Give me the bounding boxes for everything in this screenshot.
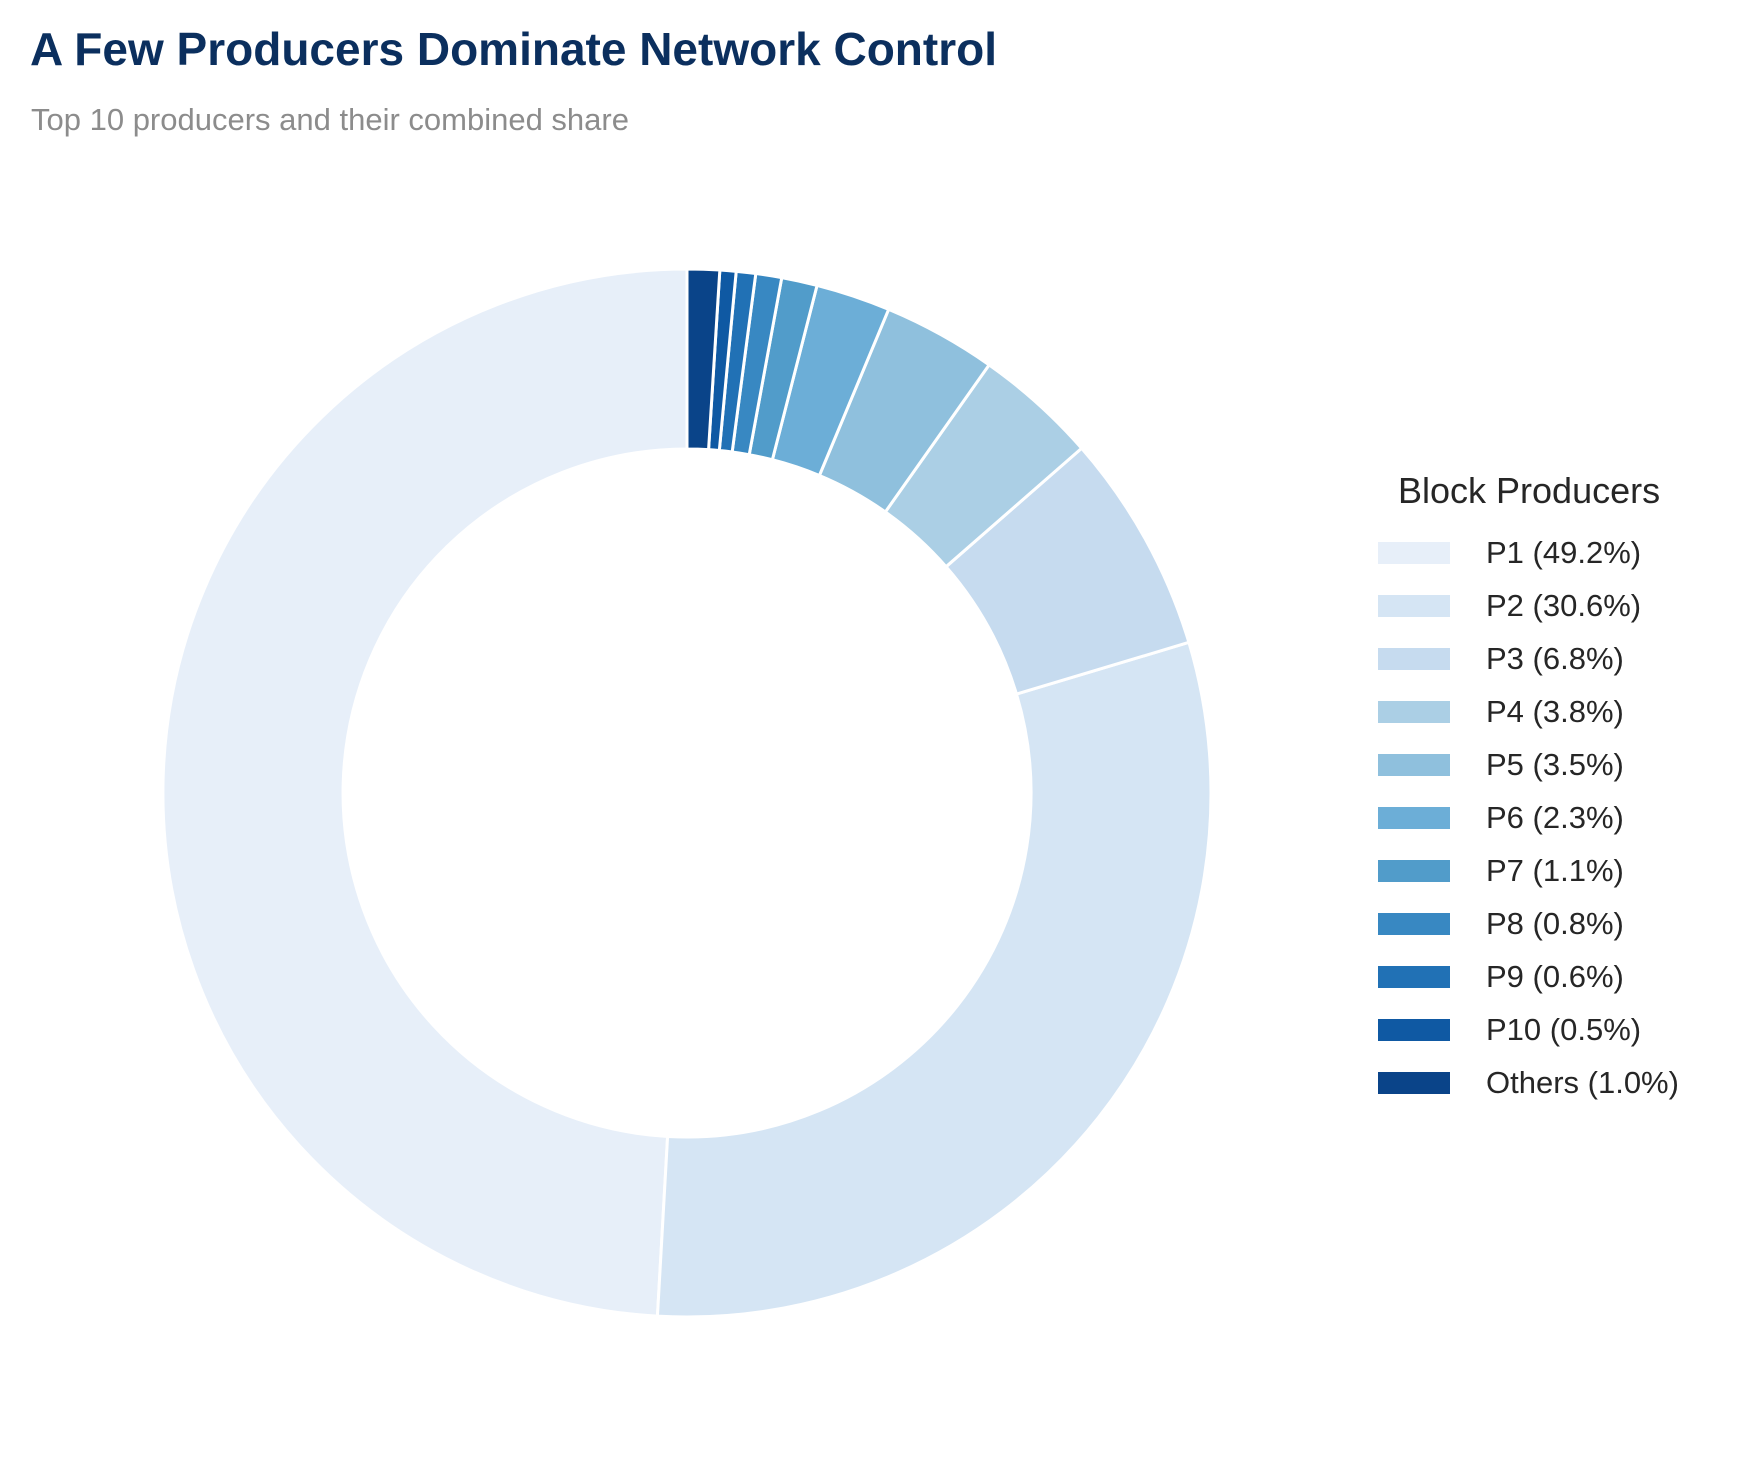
legend-swatch bbox=[1378, 806, 1450, 829]
donut-slice-others bbox=[685, 267, 722, 452]
legend-label: P8 (0.8%) bbox=[1486, 905, 1624, 941]
legend-swatch bbox=[1378, 647, 1450, 670]
legend-item: P6 (2.3%) bbox=[1378, 791, 1748, 844]
legend-item: P1 (49.2%) bbox=[1378, 526, 1748, 579]
legend-swatch bbox=[1378, 912, 1450, 935]
donut-slice-p2 bbox=[655, 640, 1213, 1319]
legend-label: P7 (1.1%) bbox=[1486, 852, 1624, 888]
chart-title: A Few Producers Dominate Network Control bbox=[30, 23, 997, 75]
legend-swatch bbox=[1378, 1018, 1450, 1041]
donut-slice-p1 bbox=[161, 267, 689, 1318]
legend: Block Producers P1 (49.2%) P2 (30.6%) P3 (… bbox=[1378, 470, 1748, 1109]
legend-swatch bbox=[1378, 859, 1450, 882]
legend-item: P3 (6.8%) bbox=[1378, 632, 1748, 685]
legend-swatch bbox=[1378, 594, 1450, 617]
legend-label: P2 (30.6%) bbox=[1486, 587, 1642, 623]
legend-items: P1 (49.2%) P2 (30.6%) P3 (6.8%) P4 (3.8%) P5… bbox=[1378, 526, 1748, 1109]
legend-swatch bbox=[1378, 965, 1450, 988]
legend-label: P4 (3.8%) bbox=[1486, 693, 1624, 729]
chart-subtitle: Top 10 producers and their combined shar… bbox=[31, 102, 629, 137]
legend-swatch bbox=[1378, 700, 1450, 723]
legend-item: P4 (3.8%) bbox=[1378, 685, 1748, 738]
legend-item: Others (1.0%) bbox=[1378, 1056, 1748, 1109]
legend-item: P9 (0.6%) bbox=[1378, 950, 1748, 1003]
legend-label: P5 (3.5%) bbox=[1486, 746, 1624, 782]
legend-item: P8 (0.8%) bbox=[1378, 897, 1748, 950]
legend-label: Others (1.0%) bbox=[1486, 1064, 1679, 1100]
legend-label: P3 (6.8%) bbox=[1486, 640, 1624, 676]
legend-label: P6 (2.3%) bbox=[1486, 799, 1624, 835]
legend-item: P10 (0.5%) bbox=[1378, 1003, 1748, 1056]
legend-label: P10 (0.5%) bbox=[1486, 1011, 1642, 1047]
donut-chart bbox=[161, 267, 1213, 1319]
legend-item: P5 (3.5%) bbox=[1378, 738, 1748, 791]
legend-item: P7 (1.1%) bbox=[1378, 844, 1748, 897]
legend-swatch bbox=[1378, 541, 1450, 564]
legend-label: P1 (49.2%) bbox=[1486, 534, 1642, 570]
legend-item: P2 (30.6%) bbox=[1378, 579, 1748, 632]
legend-label: P9 (0.6%) bbox=[1486, 958, 1624, 994]
legend-title: Block Producers bbox=[1398, 470, 1661, 511]
legend-swatch bbox=[1378, 1071, 1450, 1094]
legend-swatch bbox=[1378, 753, 1450, 776]
